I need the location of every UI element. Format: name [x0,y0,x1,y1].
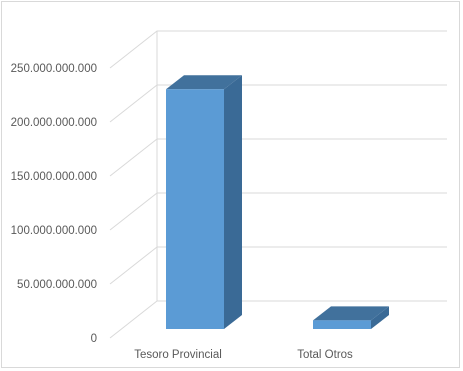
x-category-label: Tesoro Provincial [134,349,222,361]
bar-front [313,320,371,329]
bar [313,306,389,329]
y-tick-label: 50.000.000.000 [17,279,97,291]
y-tick-label: 200.000.000.000 [11,117,97,129]
y-tick-label: 100.000.000.000 [11,225,97,237]
y-tick-label: 250.000.000.000 [11,63,97,75]
gridline [109,138,447,177]
bar-top [313,306,389,321]
bar-side [371,306,389,329]
gridline [109,84,447,123]
y-tick-label: 0 [91,333,97,345]
x-axis-category-labels: Tesoro Provincial Total Otros [134,349,353,361]
gridline [109,300,447,339]
bar-top [166,75,242,90]
x-category-label: Total Otros [297,349,353,361]
gridline [109,30,447,69]
bar-front [166,89,224,330]
bar [166,75,242,330]
bar-side [224,75,242,330]
gridlines [109,30,447,339]
y-axis-tick-labels: 0 50.000.000.000 100.000.000.000 150.000.00… [11,63,97,345]
y-tick-label: 150.000.000.000 [11,171,97,183]
gridline [109,192,447,231]
bars [166,75,389,330]
gridline [109,246,447,285]
